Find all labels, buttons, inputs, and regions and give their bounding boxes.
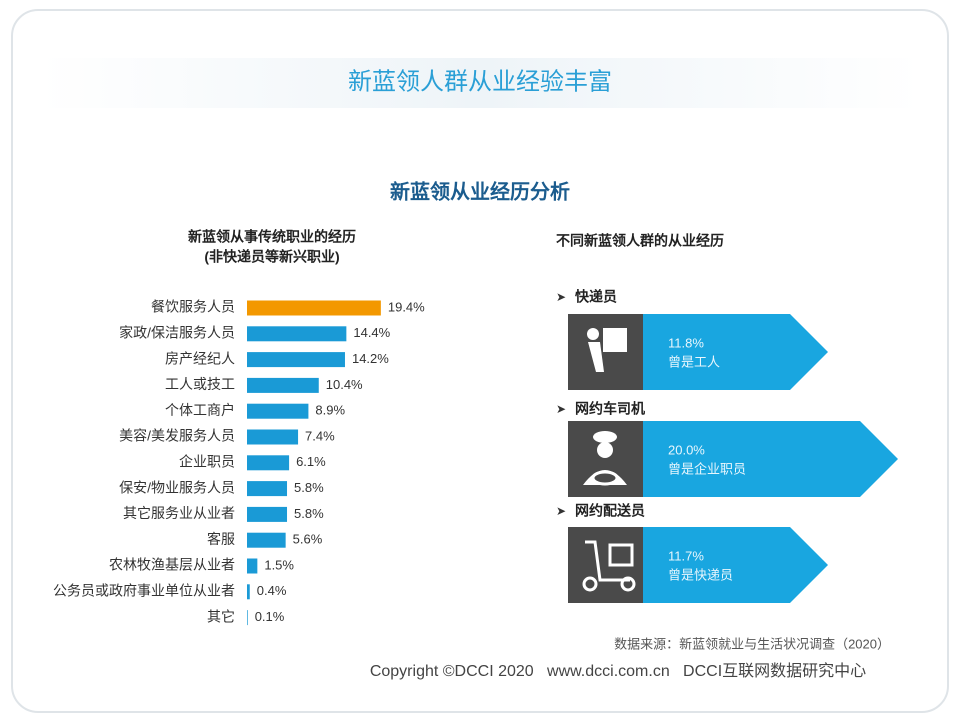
category-label: 保安/物业服务人员 [119,479,235,495]
bar [247,532,286,548]
category-label: 餐饮服务人员 [151,299,235,315]
group-item: ➤ 网约配送员 11.7% 曾是快递员 [556,503,828,603]
value-label: 5.6% [293,532,323,547]
bar [247,300,381,316]
value-label: 5.8% [294,506,324,521]
bar [247,481,288,497]
category-label: 美容/美发服务人员 [119,428,235,444]
value-label: 8.9% [315,403,345,418]
category-label: 个体工商户 [165,402,235,418]
category-label: 家政/保洁服务人员 [119,325,235,341]
bar [247,455,290,471]
arrow [643,314,828,390]
driver-icon [583,431,627,486]
group-percent: 20.0% [668,442,705,457]
group-percent: 11.7% [668,548,704,563]
chart-title: 新蓝领从事传统职业的经历 [188,229,356,245]
footer: Copyright ©DCCI 2020 www.dcci.com.cn DCC… [370,662,866,680]
value-label: 14.2% [352,351,389,366]
category-label: 企业职员 [179,454,235,470]
bullet: ➤ [556,402,566,416]
source: 数据来源：新蓝领就业与生活状况调查（2020） [614,636,890,651]
bar [247,506,288,522]
group-percent: 11.8% [668,335,704,350]
value-label: 6.1% [296,454,326,469]
bullet: ➤ [556,504,566,518]
category-label: 农林牧渔基层从业者 [109,557,235,573]
arrow [643,527,828,603]
bar [247,352,345,368]
group-label: 快递员 [575,289,617,305]
section-title: 新蓝领从业经历分析 [390,179,570,203]
bar [247,326,347,342]
group-desc: 曾是工人 [668,354,720,369]
groups-title: 不同新蓝领人群的从业经历 [556,233,724,249]
value-label: 14.4% [353,325,390,340]
value-label: 19.4% [388,299,425,314]
category-label: 公务员或政府事业单位从业者 [53,583,235,599]
arrow [643,421,898,497]
category-label: 客服 [207,531,235,547]
scooter-icon [582,540,636,592]
category-label: 其它服务业从业者 [123,505,235,521]
category-label: 工人或技工 [165,376,235,392]
bar [247,429,299,445]
group-label: 网约配送员 [575,503,645,519]
category-label: 房产经纪人 [165,350,235,366]
bar [247,403,309,419]
group-desc: 曾是快递员 [668,567,733,582]
bar [247,584,250,600]
header-title: 新蓝领人群从业经验丰富 [348,68,612,95]
group-desc: 曾是企业职员 [668,461,746,476]
group-item: ➤ 快递员 11.8% 曾是工人 [556,289,828,390]
bar [247,610,248,626]
value-label: 10.4% [326,377,363,392]
bar [247,558,258,574]
bullet: ➤ [556,290,566,304]
group-item: ➤ 网约车司机 20.0% 曾是企业职员 [556,401,898,497]
value-label: 0.4% [257,583,287,598]
value-label: 7.4% [305,428,335,443]
courier-icon [587,328,627,372]
category-label: 其它 [207,608,235,624]
chart-subtitle: (非快递员等新兴职业) [204,249,339,265]
value-label: 5.8% [294,480,324,495]
group-label: 网约车司机 [575,401,645,417]
bar [247,377,319,393]
header-band [40,58,920,108]
value-label: 1.5% [264,557,294,572]
bar-chart: 餐饮服务人员 19.4% 家政/保洁服务人员 14.4% 房产经纪人 14.2% 工人或技工… [53,299,425,626]
value-label: 0.1% [255,609,285,624]
